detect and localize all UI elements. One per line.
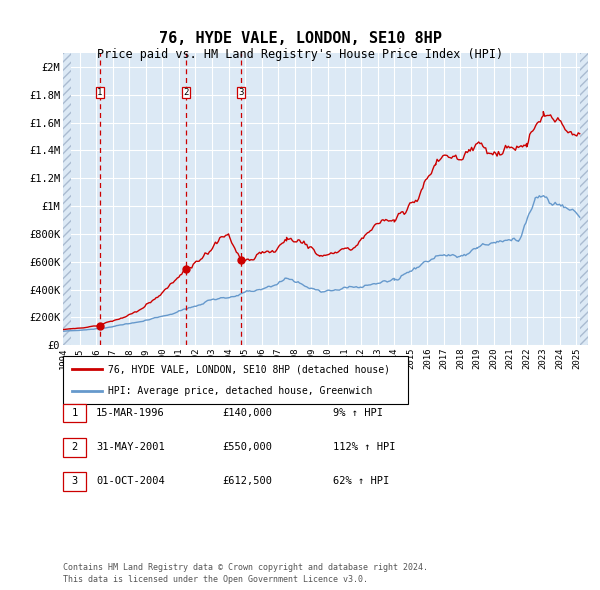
Text: £550,000: £550,000 xyxy=(222,442,272,452)
Text: Contains HM Land Registry data © Crown copyright and database right 2024.: Contains HM Land Registry data © Crown c… xyxy=(63,563,428,572)
Text: 2: 2 xyxy=(71,442,77,452)
Text: 9% ↑ HPI: 9% ↑ HPI xyxy=(333,408,383,418)
Text: 76, HYDE VALE, LONDON, SE10 8HP (detached house): 76, HYDE VALE, LONDON, SE10 8HP (detache… xyxy=(108,364,390,374)
Text: 01-OCT-2004: 01-OCT-2004 xyxy=(96,477,165,486)
Text: HPI: Average price, detached house, Greenwich: HPI: Average price, detached house, Gree… xyxy=(108,386,373,396)
Text: 31-MAY-2001: 31-MAY-2001 xyxy=(96,442,165,452)
Text: £140,000: £140,000 xyxy=(222,408,272,418)
Text: 1: 1 xyxy=(71,408,77,418)
Text: 2: 2 xyxy=(183,88,188,97)
Text: 62% ↑ HPI: 62% ↑ HPI xyxy=(333,477,389,486)
Text: Price paid vs. HM Land Registry's House Price Index (HPI): Price paid vs. HM Land Registry's House … xyxy=(97,48,503,61)
Text: 1: 1 xyxy=(97,88,102,97)
Text: 3: 3 xyxy=(71,477,77,486)
Text: 76, HYDE VALE, LONDON, SE10 8HP: 76, HYDE VALE, LONDON, SE10 8HP xyxy=(158,31,442,46)
Text: This data is licensed under the Open Government Licence v3.0.: This data is licensed under the Open Gov… xyxy=(63,575,368,584)
Text: 3: 3 xyxy=(238,88,244,97)
Text: £612,500: £612,500 xyxy=(222,477,272,486)
Text: 15-MAR-1996: 15-MAR-1996 xyxy=(96,408,165,418)
Text: 112% ↑ HPI: 112% ↑ HPI xyxy=(333,442,395,452)
